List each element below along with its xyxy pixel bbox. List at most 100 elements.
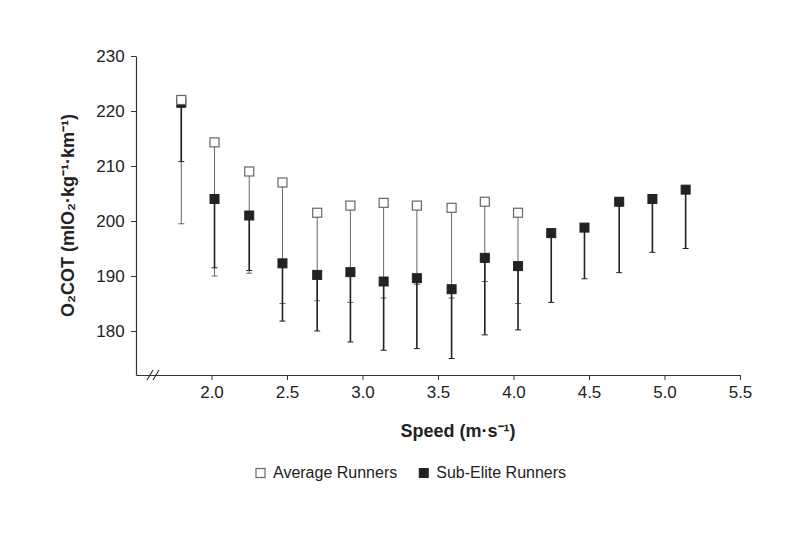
x-tick: 2.0 [200,375,224,402]
y-tick-mark [131,166,136,167]
x-tick-mark [589,375,590,380]
x-axis-title: Speed (m·s⁻¹) [400,421,515,441]
series-points [177,98,690,293]
chart: 2.02.53.03.54.04.55.05.51801902002102202… [0,0,800,537]
error-bar-stem [618,202,620,273]
error-bar-cap [246,273,252,274]
x-tick-label: 5.5 [729,383,753,402]
x-tick-mark [740,375,741,380]
error-bar-cap [381,350,387,351]
point [447,285,456,294]
error-bar-cap [449,358,455,359]
point [547,229,556,238]
point [346,201,355,210]
x-tick: 2.5 [276,375,300,402]
x-tick-label: 4.5 [578,383,602,402]
error-bar [548,233,554,302]
point [681,185,690,194]
x-tick-mark [363,375,364,380]
error-bar-stem [484,258,486,335]
point [313,208,322,217]
error-bar [414,206,420,285]
point [412,201,421,210]
point [447,203,456,212]
error-bar-cap [178,223,184,224]
point [245,167,254,176]
y-tick-label: 230 [96,47,124,66]
error-bar [246,172,252,274]
y-tick: 180 [96,322,136,341]
error-bar [683,190,689,249]
point [412,274,421,283]
y-tick-mark [131,331,136,332]
error-bar-cap [178,161,184,162]
x-tick: 4.5 [578,375,602,402]
point [210,138,219,147]
axis-break-line [153,370,159,380]
error-bar [314,275,320,331]
error-bar-cap [347,342,353,343]
x-tick-mark [212,375,213,380]
x-tick-label: 3.0 [351,383,375,402]
error-bar [414,278,420,348]
error-bar [449,289,455,358]
legend-marker [419,469,428,478]
y-axis: 180190200210220230 [96,47,136,376]
legend-marker [256,469,265,478]
error-bar [581,228,587,279]
error-bars [178,100,521,304]
error-bar-cap [548,302,554,303]
y-tick-mark [131,276,136,277]
point [580,223,589,232]
error-bar [178,100,184,224]
error-bar-stem [282,263,284,321]
error-bar-stem [248,216,250,271]
error-bar-stem [350,272,352,342]
y-tick-label: 210 [96,157,124,176]
error-bar [212,199,218,268]
error-bar-cap [414,348,420,349]
point [346,268,355,277]
y-tick: 190 [96,267,136,286]
point [313,270,322,279]
y-tick: 230 [96,47,136,66]
error-bar-stem [550,233,552,302]
error-bar-stem [214,199,216,268]
error-bar-cap [482,334,488,335]
error-bar-cap [649,252,655,253]
error-bar-stem [416,206,417,285]
point [210,195,219,204]
x-tick-mark [438,375,439,380]
error-bar-cap [212,267,218,268]
error-bar [212,142,218,276]
x-tick-mark [665,375,666,380]
error-bar-cap [314,331,320,332]
error-bar-cap [683,248,689,249]
x-tick: 5.0 [653,375,677,402]
axis-break-line [147,370,153,380]
error-bar-stem [249,172,250,274]
point [480,197,489,206]
error-bar [246,216,252,271]
plot-area [177,96,690,359]
y-tick-label: 190 [96,267,124,286]
point [514,262,523,271]
legend-label: Average Runners [273,464,397,481]
error-bar-cap [581,278,587,279]
y-tick: 220 [96,102,136,121]
y-tick: 210 [96,157,136,176]
error-bar-stem [451,289,453,358]
legend: Average RunnersSub-Elite Runners [256,464,566,481]
axis-break [147,370,159,380]
y-tick-mark [131,56,136,57]
x-tick-mark [514,375,515,380]
x-tick: 4.0 [502,375,526,402]
error-bar [381,282,387,351]
x-tick: 3.5 [427,375,451,402]
x-axis: 2.0 2.5 3.0 3.5 4.0 4.5 5.0 5.5 [137,375,753,402]
point [177,96,186,105]
x-tick-label: 4.0 [502,383,526,402]
error-bar-stem [316,275,318,331]
error-bar [616,202,622,273]
point [480,253,489,262]
